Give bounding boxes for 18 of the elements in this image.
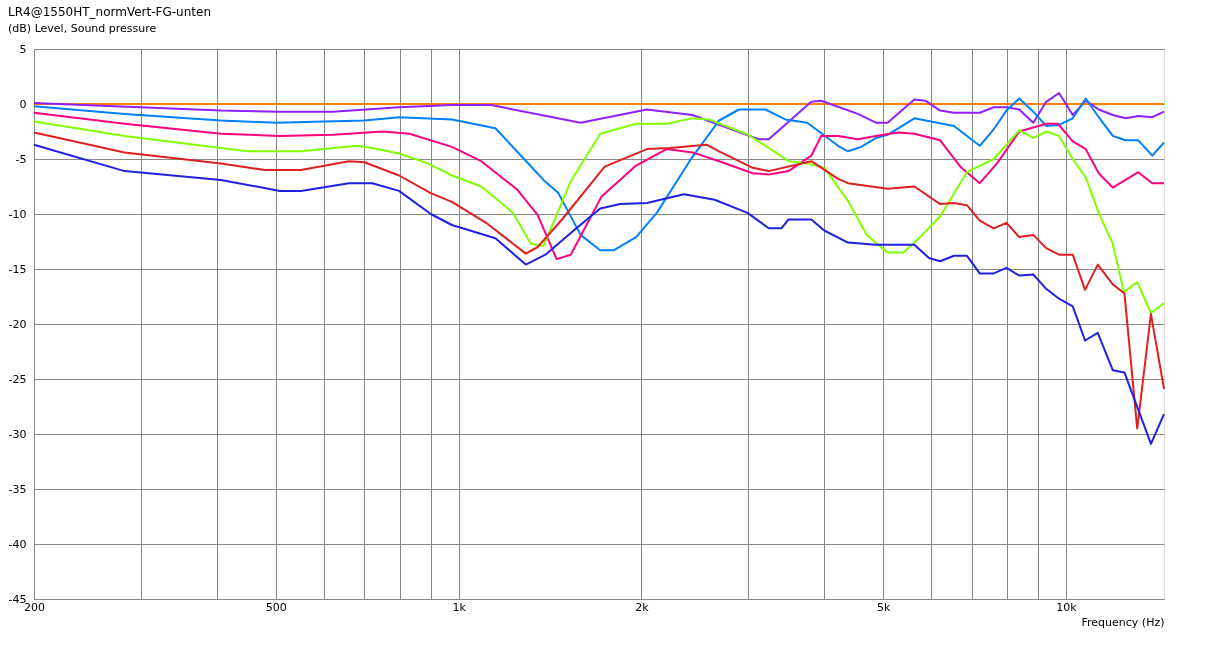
y-tick-label: -25 <box>8 372 27 386</box>
chart-title: LR4@1550HT_normVert-FG-unten <box>8 5 212 19</box>
x-tick-label: 500 <box>265 600 287 614</box>
y-tick-label: 0 <box>19 97 27 111</box>
y-tick-label: -15 <box>8 262 27 276</box>
y-tick-label: 5 <box>19 42 27 56</box>
y-tick-label: -5 <box>15 152 27 166</box>
y-tick-label: -20 <box>8 317 27 331</box>
x-tick-label: 5k <box>876 600 891 614</box>
x-tick-label: 10k <box>1056 600 1078 614</box>
y-tick-label: -40 <box>8 537 27 551</box>
x-axis-title: Frequency (Hz) <box>1081 615 1165 629</box>
y-tick-label: -35 <box>8 482 27 496</box>
y-tick-label: -30 <box>8 427 27 441</box>
x-tick-label: 1k <box>452 600 467 614</box>
y-axis-title: (dB) Level, Sound pressure <box>8 22 157 35</box>
y-tick-label: -10 <box>8 207 27 221</box>
x-tick-label: 2k <box>635 600 650 614</box>
